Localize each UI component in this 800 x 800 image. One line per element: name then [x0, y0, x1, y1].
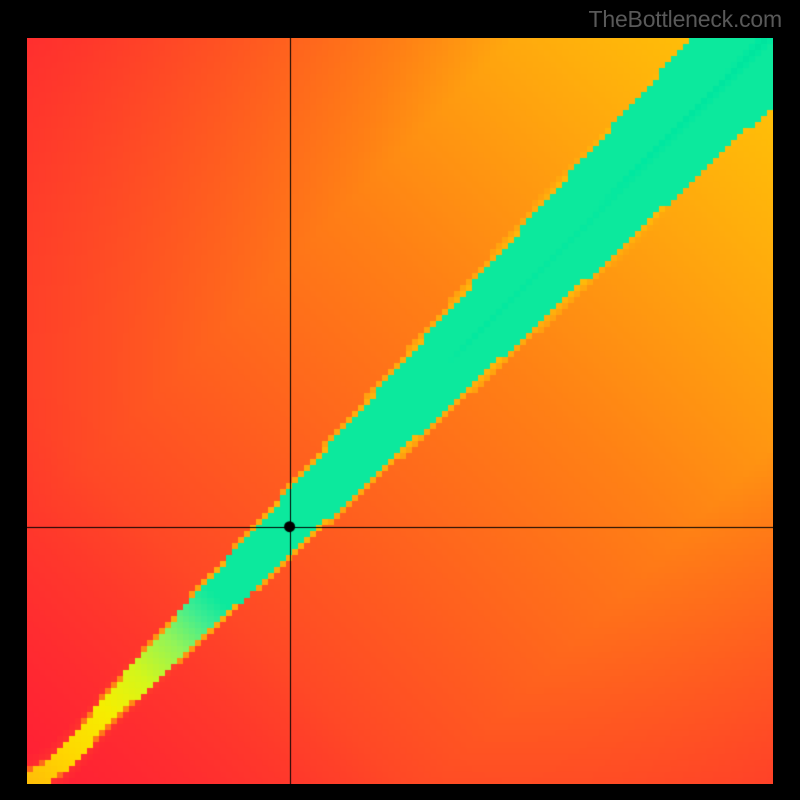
watermark-text: TheBottleneck.com: [589, 6, 782, 33]
chart-container: TheBottleneck.com: [0, 0, 800, 800]
heatmap-canvas: [27, 38, 773, 784]
